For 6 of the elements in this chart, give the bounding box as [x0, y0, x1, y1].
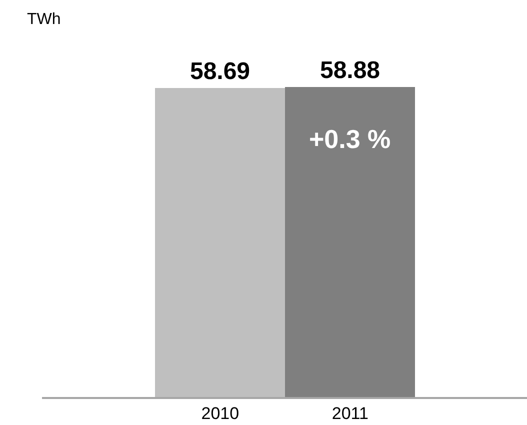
x-tick-label: 2010 — [201, 404, 240, 424]
data-label: 58.69 — [190, 58, 250, 85]
data-label: 58.88 — [320, 57, 380, 84]
x-tick-label: 2011 — [332, 404, 368, 424]
text: TWh — [27, 11, 61, 28]
annotation: +0.3 % — [309, 124, 391, 154]
